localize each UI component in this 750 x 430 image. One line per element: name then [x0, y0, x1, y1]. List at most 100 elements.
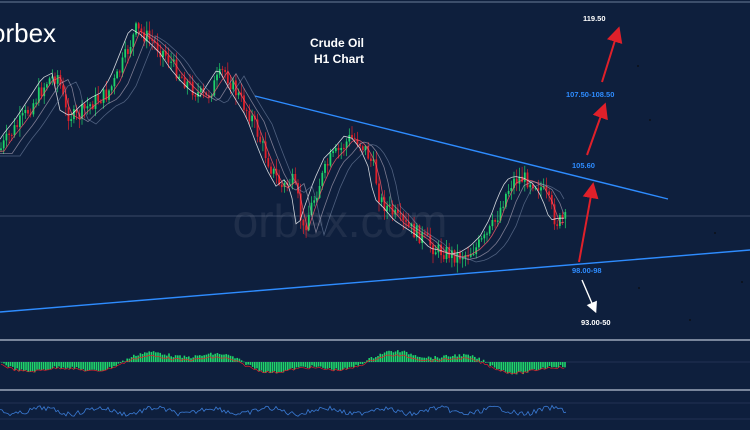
- macd-bar: [364, 362, 366, 363]
- macd-bar: [146, 352, 148, 362]
- dot: [638, 287, 640, 289]
- candle-body: [81, 104, 83, 119]
- level-label-107: 107.50-108.50: [566, 90, 614, 99]
- macd-bar: [34, 362, 36, 373]
- macd-bar: [42, 362, 45, 370]
- candle-body: [170, 61, 172, 63]
- macd-bar: [249, 362, 252, 365]
- candle-body: [59, 75, 62, 86]
- macd-bar: [144, 352, 146, 362]
- macd-bar: [150, 351, 153, 362]
- macd-bar: [258, 362, 260, 372]
- macd-bar: [38, 362, 40, 370]
- candle-body: [299, 193, 302, 221]
- macd-bar: [190, 358, 192, 362]
- macd-bar: [49, 362, 51, 370]
- macd-bar: [304, 362, 307, 367]
- macd-bar: [313, 362, 315, 367]
- oscillator: [0, 404, 567, 417]
- macd-bar: [476, 358, 478, 362]
- macd-bar: [493, 362, 496, 368]
- candle-body: [399, 212, 402, 215]
- macd-bar: [540, 362, 542, 369]
- macd-bar: [335, 362, 337, 369]
- candle-body: [518, 176, 521, 184]
- macd-bar: [58, 362, 60, 367]
- candle-body: [405, 220, 407, 222]
- candle-body: [172, 59, 175, 62]
- candle-body: [469, 254, 472, 257]
- macd-bar: [111, 362, 113, 369]
- candle-body: [16, 125, 19, 127]
- candle-body: [442, 255, 445, 260]
- macd-bar: [115, 362, 117, 366]
- macd-bar: [256, 362, 258, 369]
- candle-body: [89, 104, 91, 107]
- macd-bar: [346, 362, 348, 370]
- dot: [689, 319, 691, 321]
- macd-bar: [69, 362, 71, 369]
- macd-bar: [5, 362, 7, 366]
- candle-body: [418, 225, 421, 243]
- macd-bar: [408, 354, 410, 362]
- macd-bar: [97, 362, 100, 372]
- candle-body: [421, 232, 424, 243]
- macd-bar: [20, 362, 23, 370]
- candle-body: [456, 252, 459, 263]
- arrow-up-3: [601, 26, 623, 83]
- candle-body: [359, 144, 361, 147]
- candle-body: [380, 197, 383, 203]
- macd-bar: [326, 362, 329, 369]
- macd-bar: [232, 356, 234, 362]
- candle-body: [564, 212, 567, 219]
- chart-title: Crude Oil: [310, 36, 364, 50]
- candle-body: [321, 172, 324, 187]
- candle-body: [181, 76, 183, 78]
- macd-bar: [40, 362, 43, 370]
- candle-body: [118, 71, 121, 73]
- level-label-98: 98.00-98: [572, 266, 602, 275]
- candle-body: [262, 141, 264, 143]
- macd-bar: [359, 362, 362, 364]
- macd-bar: [269, 362, 271, 373]
- macd-bar: [108, 362, 111, 367]
- projection-arrows: [578, 26, 623, 314]
- candle-body: [434, 252, 437, 255]
- candle-body: [499, 207, 502, 221]
- macd-bar: [388, 350, 390, 362]
- macd-bar: [504, 362, 507, 372]
- macd-bar: [535, 362, 538, 371]
- candle-body: [313, 200, 316, 203]
- macd-bar: [276, 362, 278, 374]
- macd-bar: [474, 356, 476, 362]
- candle-body: [480, 238, 483, 240]
- macd-bar: [12, 362, 14, 367]
- candle-body: [378, 183, 380, 203]
- macd-bar: [447, 356, 450, 362]
- macd-bar: [548, 362, 551, 366]
- macd-bar: [526, 362, 529, 373]
- candle-body: [494, 219, 496, 222]
- candle-body: [108, 90, 110, 100]
- macd-bar: [216, 353, 219, 362]
- candle-body: [413, 223, 415, 238]
- macd-bar: [485, 362, 487, 363]
- candle-body: [345, 141, 348, 149]
- candle-body: [426, 232, 429, 236]
- candle-body: [364, 145, 367, 151]
- candle-body: [280, 184, 283, 188]
- macd-bar: [141, 353, 144, 362]
- dot: [714, 232, 716, 234]
- candle-body: [178, 76, 181, 79]
- candle-body: [488, 226, 491, 234]
- candle-body: [67, 107, 70, 121]
- macd-bar: [45, 362, 47, 370]
- macd-bar: [427, 356, 430, 362]
- macd-bar: [251, 362, 254, 367]
- macd-bar: [80, 362, 82, 370]
- macd-bar: [298, 362, 300, 368]
- macd-bar: [438, 358, 441, 362]
- macd-bar: [152, 351, 155, 362]
- macd-bar: [531, 362, 533, 370]
- candle-body: [513, 178, 515, 189]
